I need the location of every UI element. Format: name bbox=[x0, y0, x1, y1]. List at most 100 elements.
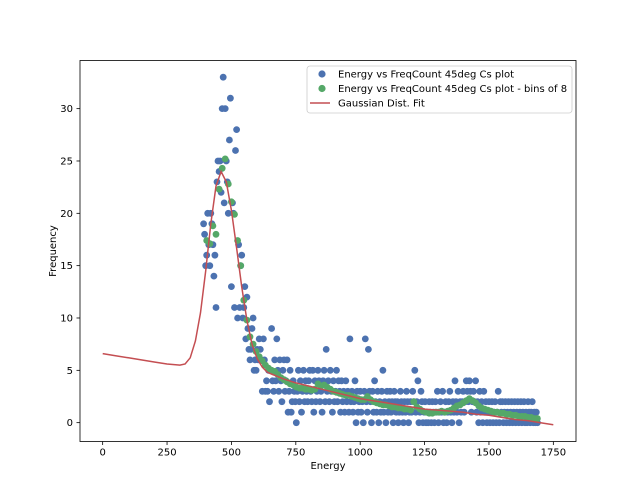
data-point bbox=[310, 408, 318, 416]
data-point bbox=[278, 398, 286, 406]
data-point bbox=[435, 419, 442, 427]
data-point bbox=[491, 398, 499, 406]
legend-label-fit: Gaussian Dist. Fit bbox=[338, 99, 425, 110]
data-point bbox=[378, 387, 386, 395]
x-tick-label: 750 bbox=[286, 448, 305, 459]
data-point bbox=[268, 325, 275, 332]
data-point bbox=[410, 398, 418, 406]
data-point bbox=[238, 251, 246, 259]
data-point bbox=[455, 419, 463, 427]
data-point bbox=[215, 185, 223, 193]
data-point bbox=[246, 356, 254, 364]
data-point bbox=[375, 419, 383, 427]
data-point bbox=[206, 262, 214, 270]
series-fit bbox=[102, 169, 554, 426]
data-point bbox=[352, 419, 360, 427]
data-point bbox=[221, 105, 229, 112]
data-point bbox=[221, 155, 229, 163]
data-point bbox=[248, 325, 256, 332]
data-point bbox=[534, 415, 541, 422]
x-tick-label: 1000 bbox=[347, 448, 372, 459]
data-point bbox=[451, 377, 459, 385]
data-point bbox=[206, 240, 214, 248]
data-point bbox=[369, 387, 376, 395]
data-point bbox=[360, 387, 368, 395]
data-point bbox=[285, 387, 293, 395]
data-point bbox=[532, 408, 540, 416]
data-point bbox=[271, 356, 279, 364]
data-point bbox=[309, 366, 317, 374]
y-tick-label: 10 bbox=[60, 313, 73, 324]
x-tick-label: 0 bbox=[99, 448, 105, 459]
data-point bbox=[400, 419, 407, 427]
data-point bbox=[325, 398, 333, 406]
data-point bbox=[324, 377, 332, 385]
y-tick-label: 5 bbox=[67, 366, 73, 377]
data-point bbox=[405, 419, 412, 427]
data-point bbox=[211, 251, 219, 259]
data-point bbox=[346, 335, 354, 343]
data-point bbox=[326, 366, 334, 374]
data-point bbox=[320, 366, 328, 374]
data-point bbox=[270, 387, 278, 395]
data-point bbox=[333, 366, 340, 374]
data-point bbox=[212, 230, 220, 238]
data-point bbox=[260, 335, 267, 343]
legend-marker-binned bbox=[318, 84, 326, 93]
data-point bbox=[443, 419, 451, 427]
data-point bbox=[233, 126, 241, 133]
data-point bbox=[361, 335, 369, 343]
data-point bbox=[216, 157, 224, 165]
data-point bbox=[266, 398, 273, 406]
data-point bbox=[316, 398, 324, 406]
data-point bbox=[330, 377, 337, 385]
data-point bbox=[364, 408, 371, 416]
data-point bbox=[446, 387, 454, 395]
data-point bbox=[292, 419, 300, 427]
data-point bbox=[417, 387, 425, 395]
data-point bbox=[232, 147, 239, 154]
data-point bbox=[249, 314, 257, 322]
x-tick-label: 500 bbox=[222, 448, 241, 459]
data-point bbox=[528, 398, 536, 406]
y-tick-label: 20 bbox=[60, 209, 73, 220]
data-point bbox=[409, 387, 417, 395]
data-point bbox=[201, 230, 209, 238]
data-point bbox=[218, 164, 226, 172]
data-point bbox=[437, 398, 444, 406]
data-point bbox=[322, 346, 330, 353]
data-point bbox=[224, 209, 232, 217]
data-point bbox=[357, 408, 365, 416]
data-point bbox=[275, 387, 283, 395]
x-axis-label: Energy bbox=[310, 461, 345, 472]
data-point bbox=[200, 220, 208, 228]
legend-label-raw: Energy vs FreqCount 45deg Cs plot bbox=[338, 70, 514, 81]
data-point bbox=[432, 398, 439, 406]
data-point bbox=[231, 304, 238, 311]
data-point bbox=[382, 419, 390, 427]
data-point bbox=[390, 387, 398, 395]
data-point bbox=[318, 408, 326, 416]
data-point bbox=[448, 419, 456, 427]
data-point bbox=[439, 387, 446, 395]
x-tick-label: 1750 bbox=[541, 448, 566, 459]
series-binned bbox=[203, 155, 541, 422]
x-tick-label: 1500 bbox=[476, 448, 501, 459]
x-tick-label: 1250 bbox=[412, 448, 437, 459]
data-point bbox=[359, 419, 367, 427]
data-point bbox=[252, 366, 260, 374]
data-point bbox=[272, 377, 280, 385]
data-point bbox=[394, 419, 402, 427]
data-point bbox=[305, 377, 313, 385]
axes-layer: 0 250 500 750 1000 1250 1500 1750 0 5 10 15 20 25 30 bbox=[60, 104, 566, 458]
data-point bbox=[403, 387, 410, 395]
data-point bbox=[365, 346, 372, 353]
legend-box bbox=[306, 65, 573, 114]
data-point bbox=[228, 283, 235, 290]
data-point bbox=[454, 387, 462, 395]
data-point bbox=[210, 272, 218, 280]
data-point bbox=[300, 366, 307, 374]
data-point bbox=[241, 283, 249, 290]
data-point bbox=[480, 387, 488, 395]
